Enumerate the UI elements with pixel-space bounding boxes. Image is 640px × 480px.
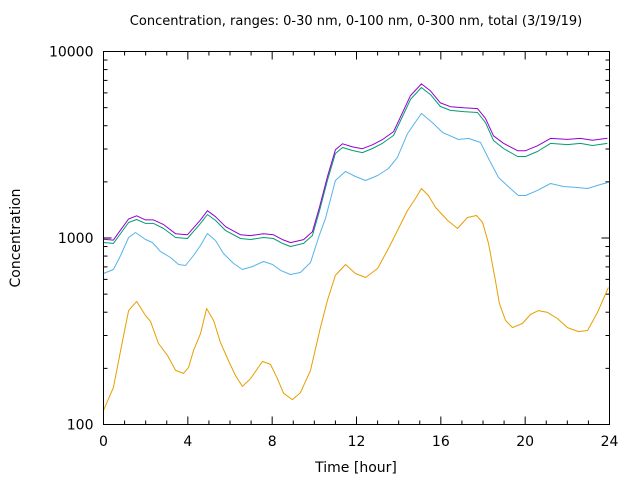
x-tick-label: 0 — [99, 434, 108, 450]
tick-labels: 0 4 8 12 16 20 24 100 1000 10000 — [49, 45, 619, 451]
x-tick-label: 12 — [348, 434, 366, 450]
y-tick-label: 1000 — [58, 231, 94, 247]
x-tick-label: 16 — [432, 434, 450, 450]
x-tick-label: 8 — [268, 434, 277, 450]
series-line-0-300-nm — [103, 87, 608, 247]
y-axis-label: Concentration — [8, 188, 24, 287]
axis-ticks — [103, 51, 610, 425]
y-tick-label: 100 — [67, 418, 94, 434]
chart-title: Concentration, ranges: 0-30 nm, 0-100 nm… — [130, 14, 582, 29]
series-line-0-100-nm — [103, 112, 609, 275]
y-tick-label: 10000 — [49, 45, 94, 61]
x-tick-label: 20 — [516, 434, 534, 450]
series-line-0-30-nm — [103, 188, 609, 411]
x-tick-label: 4 — [183, 434, 192, 450]
series-lines — [103, 83, 609, 411]
x-axis-label: Time [hour] — [314, 460, 397, 476]
plot-frame — [103, 51, 610, 425]
x-tick-label: 24 — [601, 434, 619, 450]
series-line-total — [103, 83, 608, 244]
